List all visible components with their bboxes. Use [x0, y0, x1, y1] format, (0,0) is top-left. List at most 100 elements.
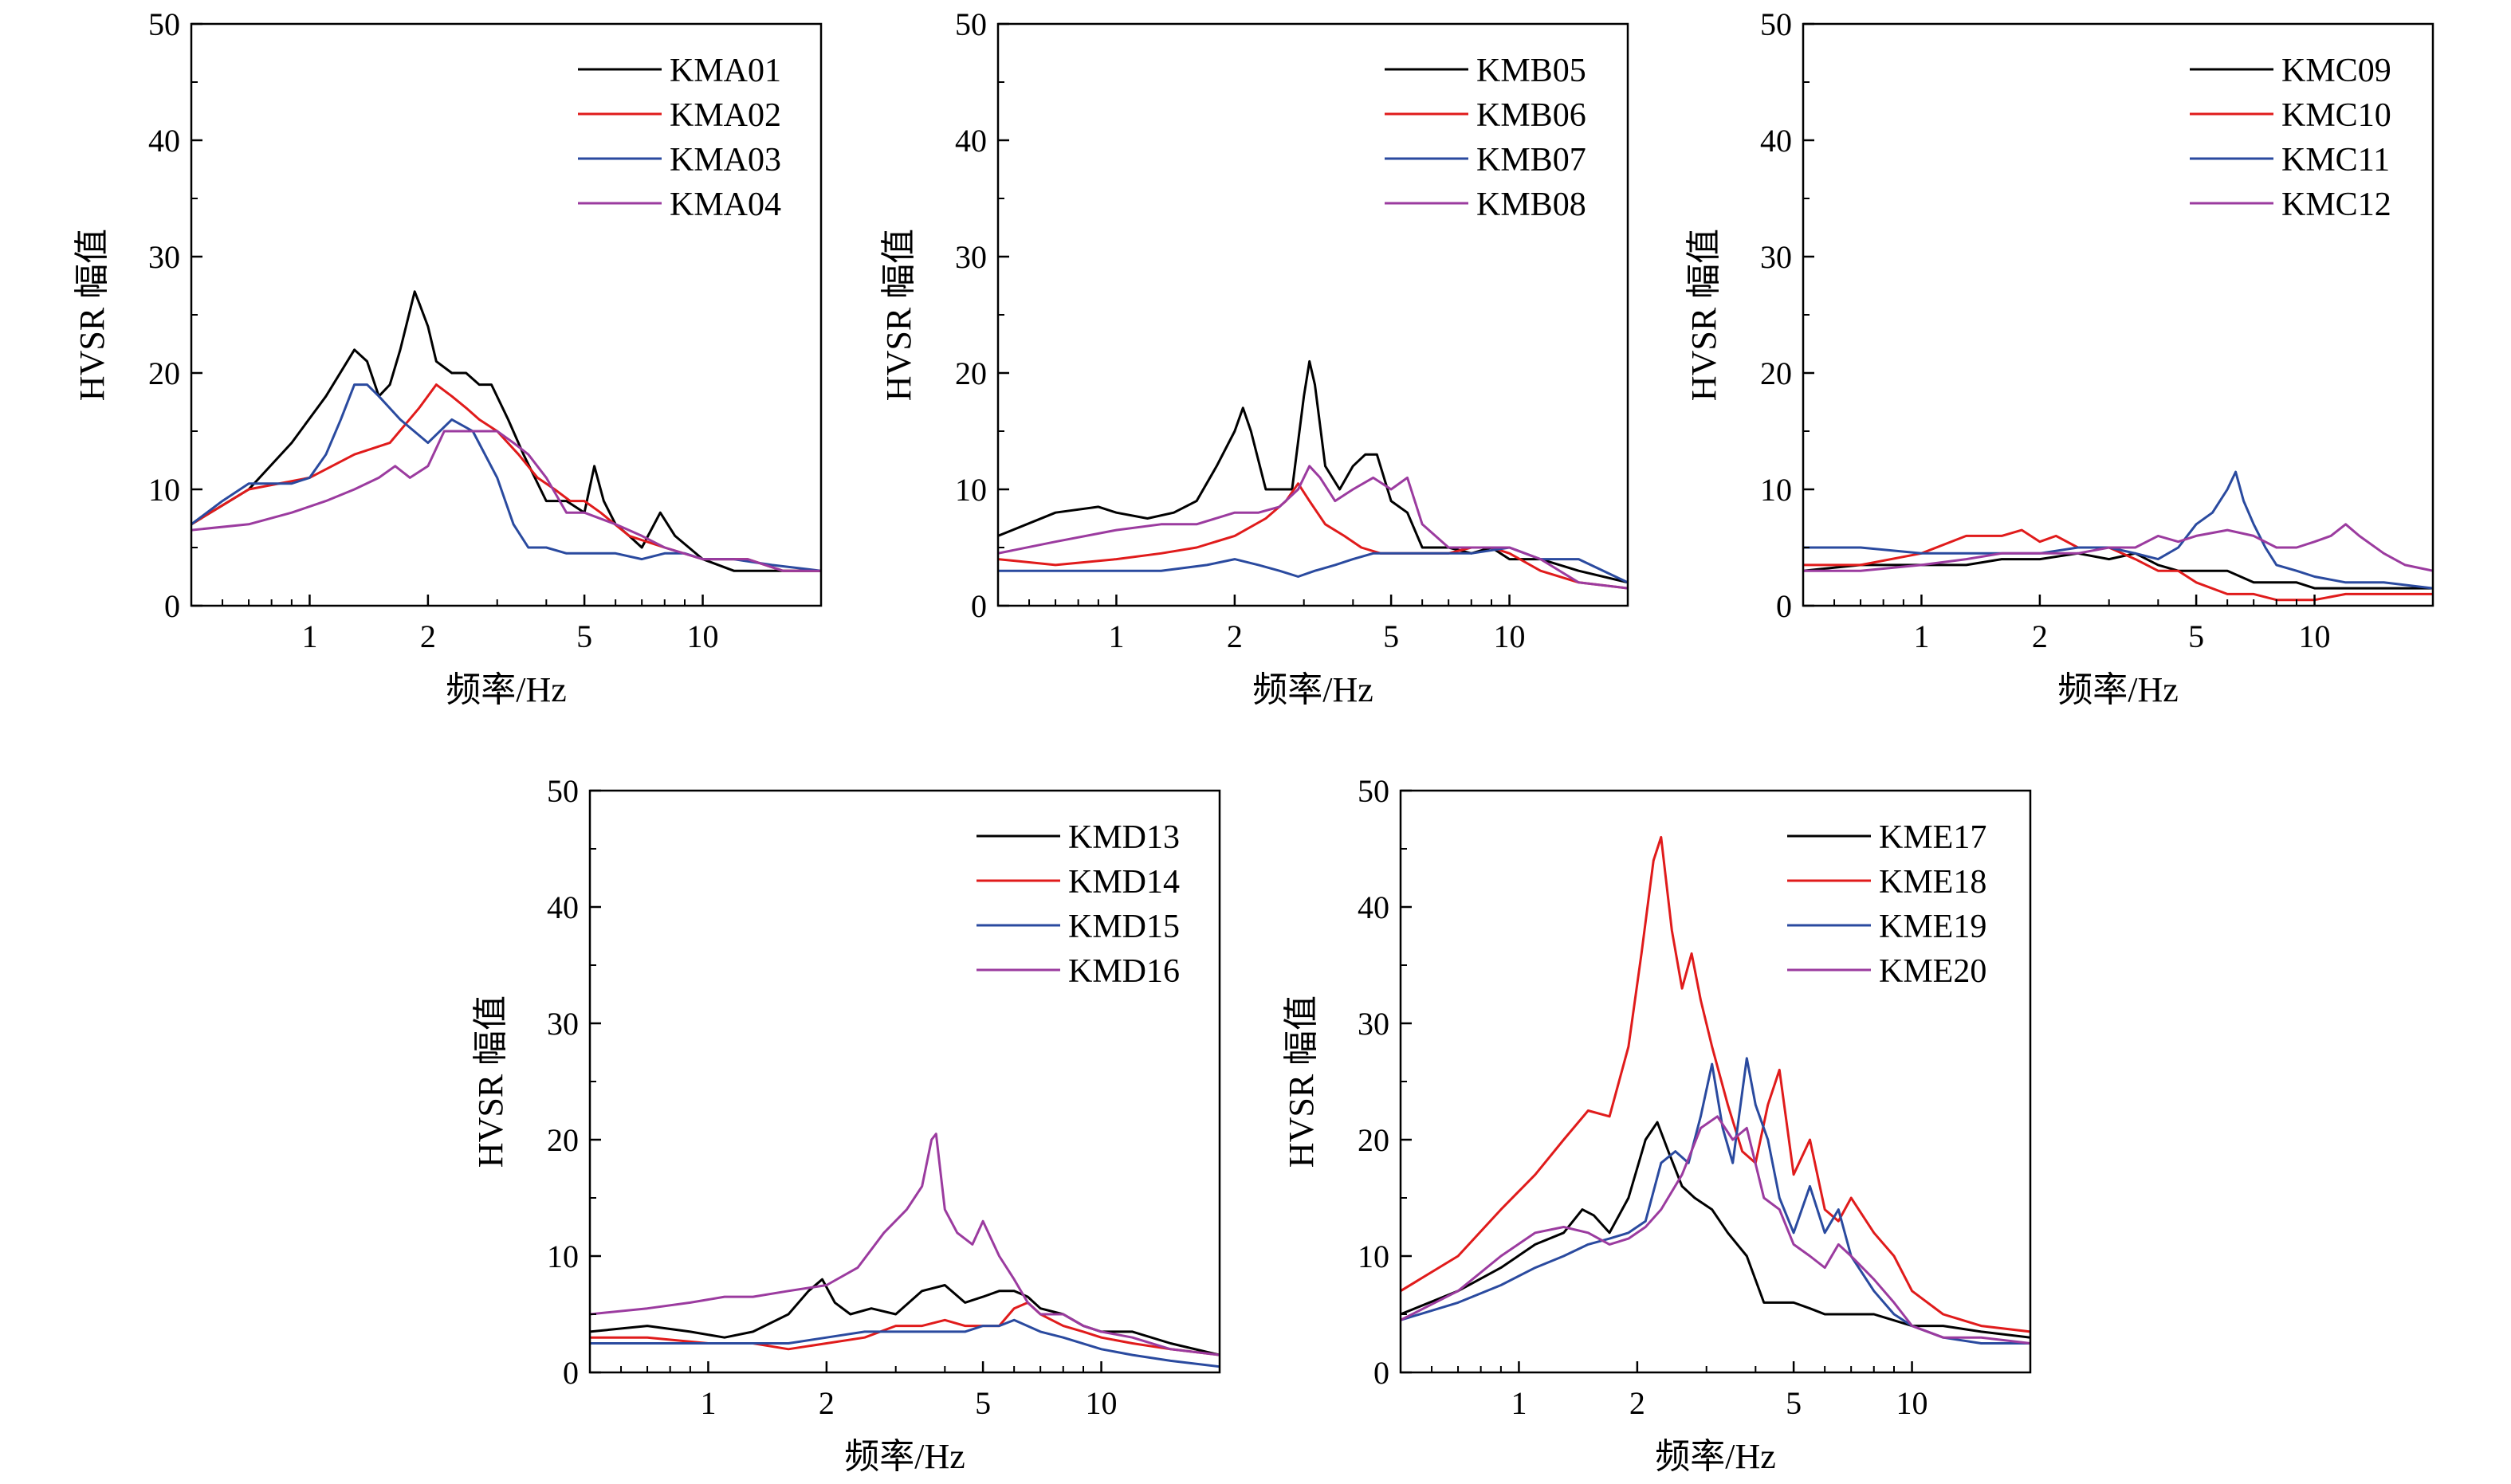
y-axis-title: HVSR 幅值	[1684, 229, 1723, 401]
legend-label-KMD16: KMD16	[1068, 953, 1180, 990]
series-line-KMA04	[191, 430, 821, 572]
legend: KMC09 KMC10 KMC11 KMC12	[2190, 53, 2391, 223]
y-tick-label: 30	[1760, 239, 1792, 275]
x-tick-label: 5	[1383, 618, 1399, 654]
legend-label-KMB08: KMB08	[1476, 186, 1586, 223]
legend-label-KMB05: KMB05	[1476, 53, 1586, 89]
legend-label-KMA02: KMA02	[670, 97, 781, 134]
y-tick-label: 40	[1760, 123, 1792, 159]
legend-label-KMA03: KMA03	[670, 142, 781, 179]
legend-label-KMD15: KMD15	[1068, 909, 1180, 945]
x-tick-label: 5	[2188, 618, 2204, 654]
y-tick-label: 20	[1760, 355, 1792, 391]
y-tick-label: 0	[563, 1355, 579, 1391]
legend-label-KMC12: KMC12	[2281, 186, 2391, 223]
legend-label-KMD13: KMD13	[1068, 819, 1180, 856]
legend-label-KMC10: KMC10	[2281, 97, 2391, 134]
series-line-KMB08	[998, 465, 1628, 590]
legend: KMA01 KMA02 KMA03 KMA04	[578, 53, 781, 223]
legend-label-KMA04: KMA04	[670, 186, 781, 223]
legend-label-KMD14: KMD14	[1068, 864, 1180, 901]
y-tick-label: 30	[955, 239, 987, 275]
series-line-KMB05	[998, 359, 1628, 584]
x-axis-title: 频率/Hz	[1655, 1437, 1776, 1476]
series-line-KMB07	[998, 546, 1628, 584]
y-tick-label: 40	[955, 123, 987, 159]
legend-label-KMA01: KMA01	[670, 53, 781, 89]
legend: KMD13 KMD14 KMD15 KMD16	[976, 819, 1180, 990]
y-axis-title: HVSR 幅值	[471, 995, 510, 1168]
legend-label-KME18: KME18	[1879, 864, 1986, 901]
y-tick-label: 0	[164, 588, 180, 624]
y-tick-label: 30	[1358, 1006, 1389, 1042]
x-tick-label: 10	[687, 618, 719, 654]
y-tick-label: 10	[1760, 472, 1792, 508]
y-tick-label: 20	[547, 1122, 579, 1158]
y-tick-label: 40	[547, 889, 579, 925]
x-tick-label: 2	[420, 618, 436, 654]
series-line-KME17	[1401, 1121, 2030, 1339]
x-tick-label: 5	[975, 1385, 991, 1421]
legend-label-KME19: KME19	[1879, 909, 1986, 945]
y-tick-label: 20	[148, 355, 180, 391]
series-line-KMD15	[590, 1318, 1220, 1368]
series-line-KMC10	[1803, 528, 2433, 602]
y-axis-title: HVSR 幅值	[73, 229, 112, 401]
x-axis-title: 频率/Hz	[2057, 670, 2179, 709]
x-axis-title: 频率/Hz	[446, 670, 567, 709]
y-tick-label: 0	[1373, 1355, 1389, 1391]
x-tick-label: 10	[1086, 1385, 1118, 1421]
x-tick-label: 1	[1511, 1385, 1527, 1421]
series-line-KMC09	[1803, 552, 2433, 590]
x-tick-label: 2	[2032, 618, 2048, 654]
x-tick-label: 1	[1913, 618, 1929, 654]
legend-label-KMB06: KMB06	[1476, 97, 1586, 134]
x-axis-title: 频率/Hz	[1252, 670, 1373, 709]
y-tick-label: 10	[1358, 1239, 1389, 1274]
y-tick-label: 0	[1776, 588, 1792, 624]
series-line-KME20	[1401, 1115, 2030, 1345]
legend-label-KMC11: KMC11	[2281, 142, 2390, 179]
series-line-KMA01	[191, 290, 821, 572]
legend-label-KMB07: KMB07	[1476, 142, 1586, 179]
x-axis-title: 频率/Hz	[844, 1437, 965, 1476]
y-tick-label: 40	[148, 123, 180, 159]
y-axis-title: HVSR 幅值	[879, 229, 918, 401]
x-tick-label: 1	[700, 1385, 716, 1421]
y-tick-label: 10	[148, 472, 180, 508]
y-tick-label: 50	[1358, 773, 1389, 809]
series-line-KMD14	[590, 1301, 1220, 1356]
y-tick-label: 50	[148, 6, 180, 42]
x-tick-label: 5	[1786, 1385, 1802, 1421]
y-tick-label: 30	[148, 239, 180, 275]
y-tick-label: 10	[547, 1239, 579, 1274]
y-tick-label: 20	[955, 355, 987, 391]
y-tick-label: 50	[955, 6, 987, 42]
legend: KME17 KME18 KME19 KME20	[1787, 819, 1986, 990]
x-tick-label: 2	[1629, 1385, 1645, 1421]
y-tick-label: 30	[547, 1006, 579, 1042]
series-line-KME19	[1401, 1057, 2030, 1345]
x-tick-label: 2	[819, 1385, 835, 1421]
series-line-KMA02	[191, 383, 821, 572]
y-axis-title: HVSR 幅值	[1282, 995, 1321, 1168]
x-tick-label: 1	[301, 618, 317, 654]
x-tick-label: 5	[576, 618, 592, 654]
x-tick-label: 10	[1494, 618, 1526, 654]
legend-label-KMC09: KMC09	[2281, 53, 2391, 89]
y-tick-label: 40	[1358, 889, 1389, 925]
y-tick-label: 50	[547, 773, 579, 809]
y-tick-label: 20	[1358, 1122, 1389, 1158]
series-line-KME18	[1401, 835, 2030, 1333]
series-line-KMD16	[590, 1133, 1220, 1356]
series-line-KMA03	[191, 383, 821, 572]
legend: KMB05 KMB06 KMB07 KMB08	[1385, 53, 1586, 223]
legend-label-KME20: KME20	[1879, 953, 1986, 990]
